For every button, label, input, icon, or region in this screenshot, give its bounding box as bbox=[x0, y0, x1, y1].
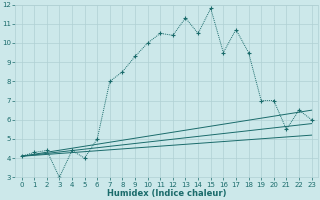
X-axis label: Humidex (Indice chaleur): Humidex (Indice chaleur) bbox=[107, 189, 226, 198]
